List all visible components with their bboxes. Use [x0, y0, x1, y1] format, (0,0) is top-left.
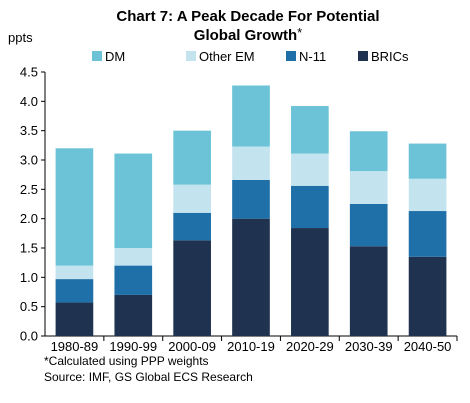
bar-segment [173, 212, 211, 241]
chart-title-line1: Chart 7: A Peak Decade For Potential [116, 8, 379, 25]
legend-swatch [286, 51, 296, 61]
x-tick-label: 1990-99 [109, 339, 157, 354]
y-tick-label: 1.0 [20, 270, 38, 285]
y-tick-label: 0.0 [20, 329, 38, 344]
x-tick-label: 2030-39 [345, 339, 393, 354]
bar-segment [408, 178, 447, 212]
bar-segment [408, 211, 447, 257]
bar-segment [114, 294, 153, 336]
bar-segment [349, 171, 388, 204]
bar-segment [349, 131, 388, 172]
legend-swatch [92, 51, 102, 61]
chart-title-mark: * [297, 25, 302, 40]
chart-title-line2-text: Global Growth [194, 27, 297, 44]
bar-segment [291, 228, 329, 336]
source-note: Source: IMF, GS Global ECS Research [44, 370, 253, 384]
bar-segment [408, 256, 447, 336]
legend-swatch [186, 51, 196, 61]
y-axis-label: ppts [8, 30, 33, 45]
legend-label: N-11 [299, 49, 326, 64]
legend-label: Other EM [199, 49, 255, 64]
footnote: *Calculated using PPP weights [44, 354, 209, 368]
bar-segment [291, 106, 329, 154]
bar-segment [55, 265, 94, 280]
bar-segment [173, 184, 211, 213]
bars [55, 85, 447, 336]
bar-segment [55, 279, 94, 303]
bar-segment [173, 240, 211, 336]
bar-segment [291, 153, 329, 186]
bar-segment [408, 143, 447, 179]
bar-segment [232, 218, 270, 336]
bar-segment [349, 246, 388, 336]
y-tick-label: 0.5 [20, 299, 38, 314]
bar-segment [173, 130, 211, 185]
y-tick-label: 4.0 [20, 94, 38, 109]
bar-segment [114, 153, 153, 248]
y-tick-label: 1.5 [20, 241, 38, 256]
legend-swatch [358, 51, 368, 61]
bar-segment [349, 204, 388, 247]
y-tick-label: 2.5 [20, 182, 38, 197]
bar-segment [55, 302, 94, 336]
x-tick-label: 2010-19 [227, 339, 275, 354]
bar-segment [114, 265, 153, 295]
bar-segment [232, 85, 270, 147]
bar-segment [291, 185, 329, 229]
y-axis: 0.0 0.5 1.0 1.5 2.0 2.5 3.0 3.5 4.0 4.5 [20, 65, 46, 344]
bar-segment [232, 179, 270, 219]
bar-segment [55, 148, 94, 266]
y-tick-label: 4.5 [20, 65, 38, 80]
legend: DM Other EM N-11 BRICs [92, 49, 409, 64]
legend-label: BRICs [371, 49, 409, 64]
y-tick-label: 2.0 [20, 211, 38, 226]
y-tick-label: 3.0 [20, 153, 38, 168]
bar-segment [232, 146, 270, 180]
legend-label: DM [105, 49, 125, 64]
y-tick-label: 3.5 [20, 123, 38, 138]
bar-segment [114, 248, 153, 266]
x-tick-label: 2000-09 [168, 339, 216, 354]
x-tick-label: 2020-29 [286, 339, 334, 354]
x-tick-label: 2040-50 [404, 339, 452, 354]
chart-title-line2: Global Growth* [194, 25, 302, 44]
x-axis: 1980-89 1990-99 2000-09 2010-19 2020-29 2030-… [45, 335, 458, 354]
x-tick-label: 1980-89 [51, 339, 99, 354]
